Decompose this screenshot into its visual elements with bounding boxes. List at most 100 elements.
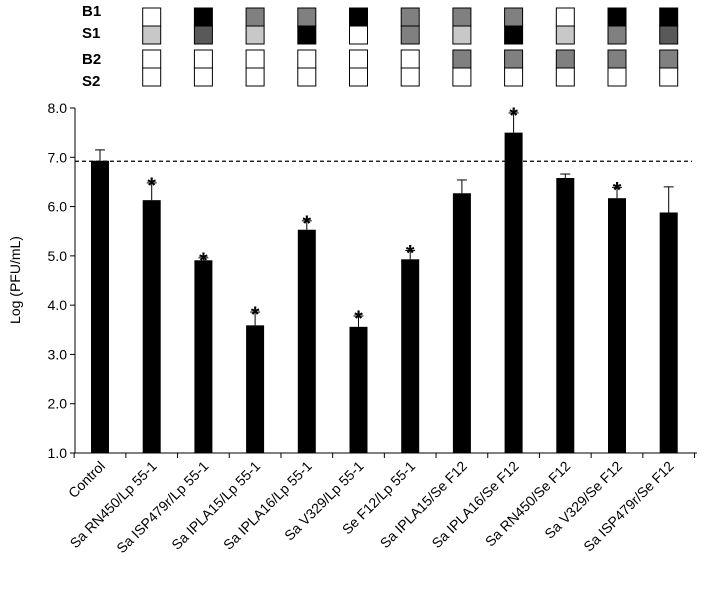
cell-strain — [504, 67, 524, 87]
bar — [297, 229, 316, 453]
cell-bacteria — [297, 7, 317, 27]
cell-bacteria — [349, 49, 368, 69]
significance-star: * — [613, 177, 622, 202]
strain-matrix: B1 S1 B2 S2 — [82, 3, 679, 90]
cell-strain — [659, 67, 679, 87]
matrix-bottom-box — [504, 49, 524, 87]
cell-strain — [400, 25, 420, 45]
y-tick-label: 2.0 — [48, 396, 68, 412]
matrix-top-box — [297, 7, 317, 45]
cell-bacteria — [659, 7, 679, 27]
x-tick-label: Sa IPLA15/Lp 55-1 — [168, 458, 263, 553]
matrix-bottom-box — [452, 49, 472, 87]
cell-strain — [607, 25, 627, 45]
matrix-top-box — [659, 7, 679, 45]
matrix-top-box — [555, 7, 575, 45]
cell-bacteria — [193, 7, 213, 27]
matrix-top-box — [607, 7, 627, 45]
significance-star: * — [199, 248, 208, 273]
matrix-bottom-box — [349, 49, 368, 87]
cell-strain — [245, 25, 265, 45]
y-axis: Log (PFU/mL) 1.0 2.0 3.0 4.0 5.0 6.0 7.0 8.0 — [7, 100, 697, 461]
bar — [142, 200, 161, 453]
cell-bacteria — [659, 49, 679, 69]
cell-bacteria — [297, 49, 317, 69]
cell-strain — [349, 25, 368, 45]
matrix-top-box — [504, 7, 524, 45]
significance-star: * — [303, 211, 312, 236]
cell-bacteria — [142, 49, 162, 69]
row-label: B2 — [82, 51, 101, 68]
significance-star: * — [509, 103, 518, 128]
y-tick-label: 3.0 — [48, 346, 68, 362]
matrix-bottom-box — [142, 49, 162, 87]
y-tick-label: 6.0 — [48, 199, 68, 215]
bar — [608, 198, 626, 453]
y-tick-label: 1.0 — [48, 445, 68, 461]
matrix-bottom-box — [659, 49, 679, 87]
y-axis-title: Log (PFU/mL) — [7, 236, 23, 324]
x-tick-label: Sa IPLA15/Se F12 — [377, 458, 470, 551]
x-tick-label: Sa IPLA16/Lp 55-1 — [220, 458, 315, 553]
y-tick-label: 4.0 — [48, 297, 68, 313]
significance-star: * — [406, 240, 415, 265]
cell-bacteria — [555, 7, 575, 27]
cell-strain — [245, 67, 265, 87]
row-label: S2 — [82, 73, 100, 90]
cell-strain — [142, 25, 162, 45]
bar — [452, 193, 471, 453]
matrix-top-box — [142, 7, 162, 45]
cell-bacteria — [349, 7, 368, 27]
matrix-bottom-box — [193, 49, 213, 87]
matrix-bottom-box — [607, 49, 627, 87]
y-tick-label: 5.0 — [48, 248, 68, 264]
y-tick-label: 8.0 — [48, 100, 68, 116]
cell-bacteria — [555, 49, 575, 69]
matrix-bottom-box — [297, 49, 317, 87]
cell-strain — [349, 67, 368, 87]
cell-strain — [504, 25, 524, 45]
x-tick-label: Sa ISP479r/Se F12 — [580, 458, 677, 555]
cell-bacteria — [142, 7, 162, 27]
bar — [349, 326, 368, 453]
cell-strain — [193, 25, 213, 45]
matrix-bottom-box — [245, 49, 265, 87]
cell-strain — [297, 67, 317, 87]
matrix-top-box — [193, 7, 213, 45]
cell-strain — [142, 67, 162, 87]
significance-star: * — [354, 306, 363, 331]
x-tick-label: Sa RN450/Lp 55-1 — [67, 458, 160, 551]
matrix-top-box — [400, 7, 420, 45]
cell-strain — [555, 67, 575, 87]
cell-strain — [193, 67, 213, 87]
row-label: S1 — [82, 25, 100, 42]
cell-strain — [659, 25, 679, 45]
bar — [659, 212, 678, 453]
bar — [556, 177, 575, 453]
cell-strain — [607, 67, 627, 87]
bar — [194, 260, 213, 453]
bar — [401, 259, 420, 453]
cell-bacteria — [607, 7, 627, 27]
cell-bacteria — [452, 49, 472, 69]
bar — [504, 132, 523, 453]
cell-bacteria — [193, 49, 213, 69]
bar — [91, 160, 109, 453]
matrix-bottom-box — [400, 49, 420, 87]
y-tick-label: 7.0 — [48, 149, 68, 165]
bars: * * * * * * * * — [91, 103, 678, 453]
cell-strain — [555, 25, 575, 45]
matrix-bottom-box — [555, 49, 575, 87]
cell-strain — [452, 25, 472, 45]
x-tick-label: Sa ISP479r/Lp 55-1 — [113, 458, 211, 556]
bar — [246, 325, 265, 453]
matrix-top-box — [245, 7, 265, 45]
cell-bacteria — [400, 49, 420, 69]
x-tick-label: Sa IPLA16/Se F12 — [428, 458, 521, 551]
cell-strain — [452, 67, 472, 87]
cell-bacteria — [452, 7, 472, 27]
cell-strain — [400, 67, 420, 87]
cell-bacteria — [245, 7, 265, 27]
